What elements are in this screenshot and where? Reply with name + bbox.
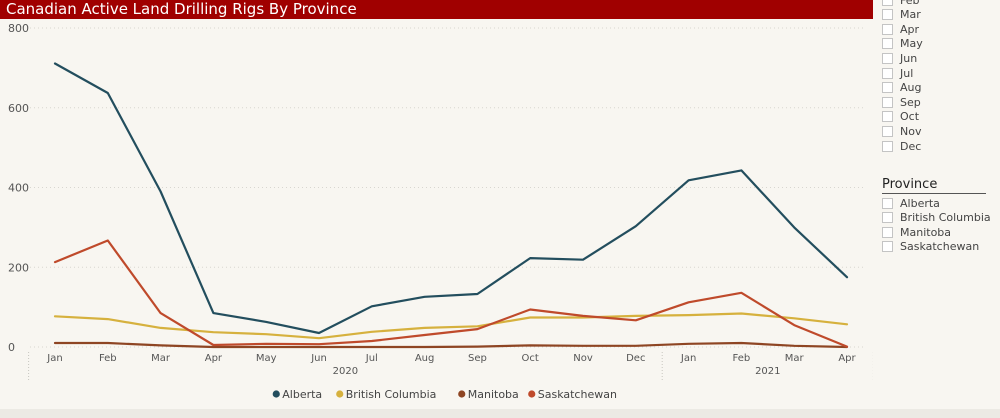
slicer-item-label: Apr — [900, 22, 920, 36]
checkbox[interactable] — [882, 82, 893, 94]
legend-label-british-columbia: British Columbia — [346, 388, 437, 401]
month-item-oct[interactable]: Oct — [882, 110, 919, 124]
slicer-item-label: Alberta — [900, 196, 940, 210]
series-line-alberta — [53, 62, 849, 335]
checkbox[interactable] — [882, 226, 893, 238]
x-tick-label: Mar — [151, 353, 171, 364]
series-lines — [53, 62, 849, 349]
axes: 0 200 400 600 800 Jan Feb Mar Apr May Jun Jul Aug Sep… — [8, 22, 873, 380]
checkbox[interactable] — [882, 96, 893, 108]
x-tick-label: Sep — [468, 353, 487, 364]
checkbox[interactable] — [882, 111, 893, 123]
month-item-apr[interactable]: Apr — [882, 22, 919, 36]
x-tick-label: Jun — [310, 353, 327, 364]
x-tick-label: May — [256, 353, 277, 364]
slicer-item-label: Dec — [900, 139, 922, 153]
slicer-item-label: Manitoba — [900, 225, 952, 239]
month-item-nov[interactable]: Nov — [882, 124, 921, 138]
chart-title: Canadian Active Land Drilling Rigs By Pr… — [6, 0, 357, 18]
legend-label-alberta: Alberta — [282, 388, 322, 401]
legend-label-manitoba: Manitoba — [468, 388, 519, 401]
month-item-jun[interactable]: Jun — [882, 51, 917, 65]
slicer-item-label: Sep — [900, 95, 921, 109]
month-item-feb[interactable]: Feb — [882, 0, 919, 7]
checkbox[interactable] — [882, 38, 893, 50]
x-tick-label: Nov — [573, 353, 593, 364]
y-tick-label: 400 — [8, 182, 29, 195]
legend: Alberta British Columbia Manitoba Saskatche… — [272, 388, 617, 401]
series-line-saskatchewan — [53, 239, 849, 348]
x-tick-label: Jan — [46, 353, 62, 364]
y-tick-label: 800 — [8, 22, 29, 35]
series-line-manitoba — [53, 341, 849, 349]
province-slicer-header: Province — [882, 177, 986, 194]
x-tick-label: Dec — [626, 353, 645, 364]
checkbox[interactable] — [882, 0, 893, 6]
slicer-item-label: Jul — [900, 66, 914, 80]
month-item-dec[interactable]: Dec — [882, 139, 921, 153]
checkbox[interactable] — [882, 125, 893, 137]
y-tick-label: 200 — [8, 261, 29, 274]
checkbox[interactable] — [882, 52, 893, 64]
title-bar: Canadian Active Land Drilling Rigs By Pr… — [0, 0, 873, 19]
bottom-strip — [0, 409, 1000, 418]
slicer-item-label: Nov — [900, 124, 922, 138]
y-tick-label: 0 — [8, 341, 15, 354]
x-tick-label: Jul — [365, 353, 378, 364]
year-label: 2020 — [333, 366, 358, 377]
province-item-manitoba[interactable]: Manitoba — [882, 225, 951, 239]
checkbox[interactable] — [882, 67, 893, 79]
slicer-panel: Feb Mar Apr May Jun Jul Aug Sep Oct Nov Dec Provin… — [876, 0, 1000, 418]
month-item-sep[interactable]: Sep — [882, 95, 921, 109]
checkbox[interactable] — [882, 23, 893, 35]
slicer-item-label: Aug — [900, 81, 922, 95]
checkbox[interactable] — [882, 9, 893, 21]
legend-label-saskatchewan: Saskatchewan — [538, 388, 617, 401]
line-chart: 0 200 400 600 800 Jan Feb Mar Apr May Jun Jul Aug Sep… — [8, 22, 873, 401]
year-label: 2021 — [755, 366, 780, 377]
x-tick-label: Mar — [785, 353, 805, 364]
month-item-may[interactable]: May — [882, 37, 923, 51]
legend-marker-manitoba — [458, 390, 466, 398]
month-item-mar[interactable]: Mar — [882, 8, 921, 22]
x-tick-label: Feb — [733, 353, 751, 364]
x-tick-label: Apr — [205, 353, 223, 364]
checkbox[interactable] — [882, 212, 893, 224]
x-tick-label: Feb — [99, 353, 117, 364]
legend-marker-saskatchewan — [528, 390, 536, 398]
x-tick-label: Oct — [522, 353, 539, 364]
slicer-item-label: Saskatchewan — [900, 240, 980, 254]
y-tick-label: 600 — [8, 102, 29, 115]
legend-marker-alberta — [272, 390, 280, 398]
grid-lines — [30, 27, 866, 348]
checkbox[interactable] — [882, 197, 893, 209]
slicer-item-label: May — [900, 37, 923, 51]
slicer-item-label: Feb — [900, 0, 920, 7]
slicer-item-label: Oct — [900, 110, 920, 124]
month-item-jul[interactable]: Jul — [882, 66, 913, 80]
province-item-alberta[interactable]: Alberta — [882, 196, 940, 210]
checkbox[interactable] — [882, 241, 893, 253]
slicer-item-label: Jun — [900, 51, 918, 65]
month-item-aug[interactable]: Aug — [882, 81, 921, 95]
series-line-british-columbia — [53, 312, 849, 340]
checkbox[interactable] — [882, 140, 893, 152]
province-item-british-columbia[interactable]: British Columbia — [882, 211, 991, 225]
x-tick-label: Apr — [838, 353, 856, 364]
slicer-item-label: Mar — [900, 8, 921, 22]
x-tick-label: Jan — [680, 353, 696, 364]
x-tick-label: Aug — [415, 353, 435, 364]
province-item-saskatchewan[interactable]: Saskatchewan — [882, 240, 979, 254]
slicer-item-label: British Columbia — [900, 211, 991, 225]
legend-marker-british-columbia — [336, 390, 344, 398]
